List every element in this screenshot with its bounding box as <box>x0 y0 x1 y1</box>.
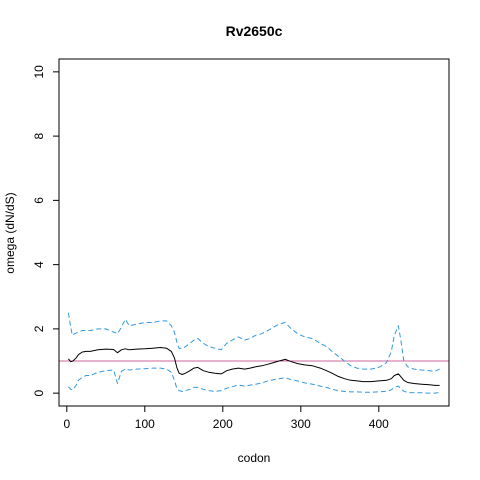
plot-area <box>59 312 449 394</box>
y-axis: 0 2 4 6 8 10 <box>32 65 60 396</box>
x-axis-label: codon <box>238 451 271 465</box>
y-tick-label: 2 <box>32 325 46 332</box>
y-tick-label: 8 <box>32 132 46 139</box>
x-axis: 0 100 200 300 400 <box>63 405 389 431</box>
x-tick-label: 100 <box>135 417 155 431</box>
x-tick-label: 200 <box>213 417 233 431</box>
y-axis-label: omega (dN/dS) <box>3 192 17 273</box>
plot-frame <box>58 58 450 407</box>
chart-title: Rv2650c <box>226 23 283 39</box>
y-tick-label: 4 <box>32 261 46 268</box>
series-line-upper <box>67 312 440 372</box>
y-tick-label: 10 <box>32 65 46 79</box>
y-tick-label: 0 <box>32 389 46 396</box>
x-tick-label: 0 <box>63 417 70 431</box>
x-tick-label: 400 <box>369 417 389 431</box>
series-line-estimate <box>68 347 440 386</box>
series-line-lower <box>68 367 440 394</box>
x-tick-label: 300 <box>291 417 311 431</box>
y-tick-label: 6 <box>32 197 46 204</box>
